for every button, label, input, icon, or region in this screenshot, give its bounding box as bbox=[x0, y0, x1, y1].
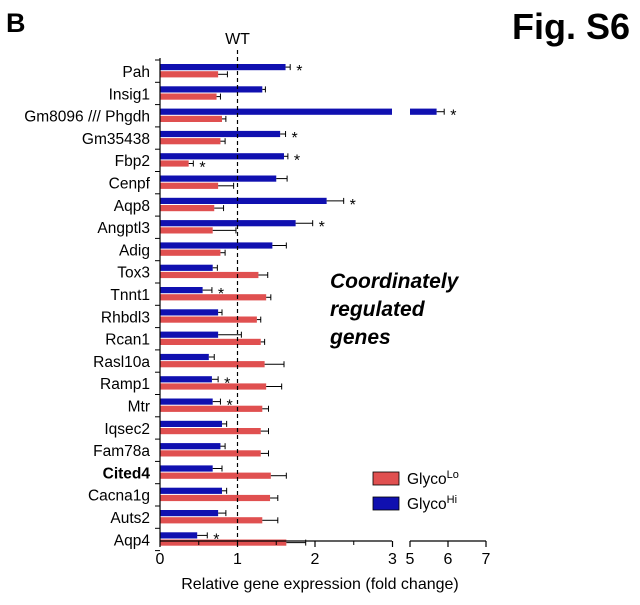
bar-glycohi bbox=[160, 510, 219, 517]
category-label: Angptl3 bbox=[97, 220, 150, 237]
significance-star: * bbox=[294, 152, 300, 169]
bar-glycolo bbox=[160, 472, 271, 479]
bar-glycohi bbox=[160, 220, 296, 227]
x-tick-label: 0 bbox=[156, 551, 165, 568]
bar-glycolo bbox=[160, 517, 263, 524]
category-label: Cacna1g bbox=[88, 488, 150, 505]
significance-star: * bbox=[296, 63, 302, 80]
bar-glycolo bbox=[160, 361, 265, 368]
bar-glycohi bbox=[160, 130, 281, 138]
bar-glycohi bbox=[160, 175, 277, 182]
bar-glycolo bbox=[160, 450, 261, 457]
bar-glycolo bbox=[160, 539, 287, 546]
category-label: Cited4 bbox=[103, 465, 151, 482]
bar-glycohi bbox=[160, 465, 213, 472]
category-label: Insig1 bbox=[109, 86, 150, 103]
legend-swatch-glycohi bbox=[372, 496, 400, 511]
significance-star: * bbox=[292, 130, 298, 147]
x-tick-label: 3 bbox=[388, 551, 397, 568]
category-label: Cenpf bbox=[109, 176, 151, 193]
bar-glycohi bbox=[160, 309, 219, 316]
bar-glycohi bbox=[160, 242, 273, 249]
x-tick-label: 5 bbox=[406, 551, 415, 568]
bar-glycolo bbox=[160, 428, 261, 435]
bar-glycolo bbox=[160, 227, 213, 234]
annotation-line: genes bbox=[330, 326, 391, 349]
bar-glycolo bbox=[160, 271, 259, 279]
bar-glycohi bbox=[160, 287, 203, 294]
x-axis-title: Relative gene expression (fold change) bbox=[181, 576, 459, 593]
panel-letter: B bbox=[6, 8, 26, 38]
significance-star: * bbox=[199, 160, 205, 177]
bar-glycolo bbox=[160, 249, 221, 256]
category-label: Iqsec2 bbox=[104, 421, 150, 438]
bar-glycolo bbox=[160, 138, 221, 145]
x-tick-label: 2 bbox=[311, 551, 320, 568]
category-label: Fam78a bbox=[93, 443, 150, 460]
category-label: Rasl10a bbox=[93, 354, 150, 371]
significance-star: * bbox=[350, 197, 356, 214]
category-label: Aqp4 bbox=[114, 532, 151, 549]
chart-annotation: Coordinately regulated genes bbox=[330, 268, 458, 352]
bar-glycolo bbox=[160, 160, 189, 167]
bar-glycohi bbox=[160, 376, 212, 383]
figure-label: Fig. S6 bbox=[511, 6, 630, 47]
bar-glycolo bbox=[160, 338, 261, 345]
category-label: Mtr bbox=[128, 399, 150, 416]
category-label: Pah bbox=[122, 64, 150, 81]
category-label: Aqp8 bbox=[114, 198, 150, 215]
bar-glycolo bbox=[160, 182, 219, 189]
bar-glycohi-broken-segment bbox=[410, 108, 437, 115]
bar-glycohi bbox=[160, 353, 209, 361]
bar-glycolo bbox=[160, 205, 215, 212]
bar-glycohi bbox=[160, 532, 198, 539]
bar-glycolo bbox=[160, 115, 222, 122]
bar-glycohi bbox=[160, 264, 213, 271]
bar-glycohi bbox=[160, 153, 284, 160]
category-label: Ramp1 bbox=[100, 376, 150, 393]
bar-glycolo bbox=[160, 383, 267, 390]
category-label: Gm35438 bbox=[82, 131, 150, 148]
bar-glycolo bbox=[160, 494, 271, 502]
bar-glycolo bbox=[160, 93, 217, 100]
bar-glycohi bbox=[160, 331, 219, 338]
category-label: Tox3 bbox=[117, 265, 150, 282]
bar-glycolo bbox=[160, 294, 267, 301]
bar-glycohi bbox=[160, 197, 327, 204]
reference-line-label: WT bbox=[225, 31, 250, 48]
bar-glycolo bbox=[160, 316, 257, 323]
bar-glycohi bbox=[160, 64, 286, 71]
legend-label-glycohi: GlycoHi bbox=[407, 494, 457, 513]
category-label: Rhbdl3 bbox=[101, 309, 150, 326]
category-label: Auts2 bbox=[110, 510, 150, 527]
bar-glycolo bbox=[160, 71, 219, 78]
bar-glycohi bbox=[160, 487, 222, 494]
category-label: Tnnt1 bbox=[110, 287, 150, 304]
significance-star: * bbox=[319, 219, 325, 236]
bar-glycolo bbox=[160, 405, 263, 412]
bar-glycohi bbox=[160, 398, 213, 405]
category-label: Fbp2 bbox=[115, 153, 150, 170]
x-tick-label: 7 bbox=[482, 551, 491, 568]
annotation-line: regulated bbox=[330, 298, 425, 321]
bar-glycohi bbox=[160, 420, 222, 427]
category-label: Gm8096 /// Phgdh bbox=[24, 109, 150, 126]
x-tick-label: 1 bbox=[233, 551, 242, 568]
legend-swatch-glycolo bbox=[372, 471, 400, 486]
legend-label-glycolo: GlycoLo bbox=[407, 469, 459, 488]
significance-star: * bbox=[450, 108, 456, 125]
bar-glycohi bbox=[160, 443, 221, 450]
bar-glycohi bbox=[160, 108, 392, 115]
category-label: Adig bbox=[119, 242, 150, 259]
annotation-line: Coordinately bbox=[330, 270, 459, 293]
x-tick-label: 6 bbox=[444, 551, 453, 568]
bar-glycohi bbox=[160, 86, 263, 93]
category-label: Rcan1 bbox=[105, 332, 150, 349]
